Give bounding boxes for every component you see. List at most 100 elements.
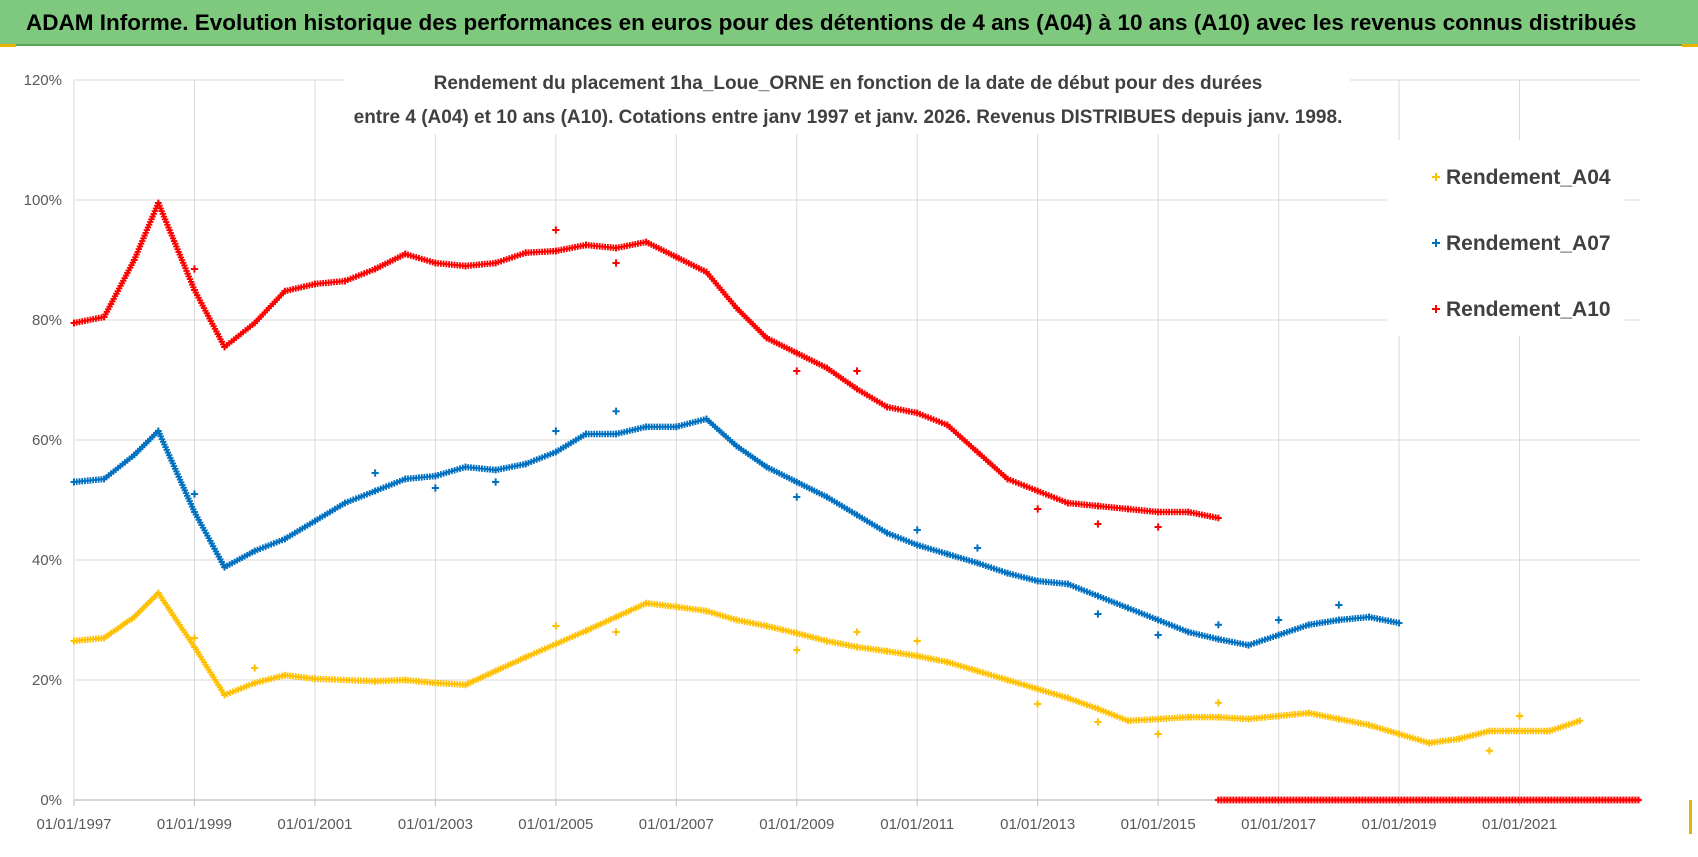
data-point-marker bbox=[823, 493, 831, 501]
data-point-marker bbox=[462, 262, 469, 270]
chart-title-line-1: Rendement du placement 1ha_Loue_ORNE en … bbox=[434, 73, 1263, 94]
data-point-marker bbox=[190, 490, 199, 498]
data-point-marker bbox=[1335, 601, 1343, 609]
data-point-marker bbox=[672, 603, 680, 611]
data-point-marker bbox=[1432, 173, 1440, 181]
data-point-marker bbox=[1432, 239, 1440, 247]
data-point-marker bbox=[462, 681, 469, 689]
data-point-marker bbox=[1124, 717, 1132, 725]
x-tick-label: 01/01/2021 bbox=[1482, 816, 1557, 833]
x-tick-label: 01/01/1999 bbox=[157, 816, 232, 833]
data-point-marker bbox=[853, 511, 861, 519]
data-point-marker bbox=[763, 334, 771, 342]
x-tick-label: 01/01/2009 bbox=[759, 816, 834, 833]
data-point-marker bbox=[612, 430, 620, 438]
data-point-marker bbox=[130, 613, 138, 621]
data-point-marker bbox=[251, 664, 259, 672]
data-point-marker bbox=[522, 460, 530, 468]
data-point-marker bbox=[371, 677, 379, 685]
data-point-marker bbox=[1094, 705, 1102, 713]
data-point-marker bbox=[371, 265, 379, 273]
report-title-banner: ADAM Informe. Evolution historique des p… bbox=[0, 0, 1698, 46]
data-point-marker bbox=[341, 499, 349, 507]
data-point-marker bbox=[190, 634, 199, 642]
data-point-marker bbox=[1154, 715, 1162, 723]
data-point-marker bbox=[703, 415, 710, 423]
data-point-marker bbox=[974, 448, 981, 456]
x-tick-label: 01/01/2011 bbox=[880, 816, 954, 833]
data-point-marker bbox=[612, 244, 620, 252]
data-point-marker bbox=[70, 319, 78, 327]
data-point-marker bbox=[70, 478, 78, 486]
data-point-marker bbox=[100, 313, 108, 321]
data-point-marker bbox=[311, 517, 319, 525]
data-point-marker bbox=[191, 286, 198, 294]
data-point-marker bbox=[642, 599, 650, 607]
legend-background bbox=[1387, 140, 1625, 336]
data-point-marker bbox=[612, 628, 620, 636]
data-point-marker bbox=[582, 241, 590, 249]
data-point-marker bbox=[883, 403, 891, 411]
series-Rendement_A04 bbox=[70, 589, 1584, 755]
data-point-marker bbox=[1485, 747, 1494, 755]
data-point-marker bbox=[100, 475, 108, 483]
data-point-marker bbox=[1184, 713, 1192, 721]
data-point-marker bbox=[1154, 730, 1162, 738]
data-point-marker bbox=[1275, 712, 1283, 720]
chart-title-line-2: entre 4 (A04) et 10 ans (A10). Cotations… bbox=[354, 107, 1343, 128]
data-point-marker bbox=[281, 287, 289, 295]
data-point-marker bbox=[612, 407, 620, 415]
data-point-marker bbox=[492, 478, 500, 486]
x-tick-label: 01/01/2019 bbox=[1362, 816, 1437, 833]
y-tick-label: 20% bbox=[32, 672, 62, 689]
x-tick-label: 01/01/2001 bbox=[277, 816, 352, 833]
data-point-marker bbox=[1486, 727, 1493, 735]
data-point-marker bbox=[1425, 739, 1433, 747]
data-point-marker bbox=[100, 634, 108, 642]
data-point-marker bbox=[1275, 616, 1283, 624]
data-point-marker bbox=[130, 256, 138, 264]
data-point-marker bbox=[1034, 487, 1042, 495]
data-point-marker bbox=[492, 667, 500, 675]
data-point-marker bbox=[642, 238, 650, 246]
data-point-marker bbox=[1395, 619, 1403, 627]
data-point-marker bbox=[853, 385, 861, 393]
data-point-marker bbox=[913, 526, 921, 534]
data-point-marker bbox=[371, 487, 379, 495]
data-point-marker bbox=[1124, 604, 1132, 612]
data-point-marker bbox=[1245, 715, 1252, 723]
data-point-marker bbox=[1124, 505, 1132, 513]
data-point-marker bbox=[1004, 475, 1011, 483]
data-point-marker bbox=[1634, 796, 1642, 804]
data-point-marker bbox=[492, 466, 500, 474]
axis-layer: 0% 20% 40% 60% 80% 100% 120% 01/01/1997 01/01/19… bbox=[24, 72, 1640, 833]
chart-title-background bbox=[345, 62, 1350, 134]
data-point-marker bbox=[522, 653, 530, 661]
legend-item-Rendement_A10: Rendement_A10 bbox=[1432, 298, 1611, 321]
data-point-marker bbox=[130, 451, 138, 459]
data-point-marker bbox=[1004, 569, 1011, 577]
data-point-marker bbox=[1214, 713, 1222, 721]
data-point-marker bbox=[793, 478, 801, 486]
data-point-marker bbox=[552, 226, 560, 234]
data-point-marker bbox=[973, 544, 982, 552]
data-point-marker bbox=[1034, 685, 1042, 693]
x-tick-label: 01/01/2005 bbox=[518, 816, 593, 833]
x-tick-label: 01/01/2003 bbox=[398, 816, 473, 833]
data-point-marker bbox=[913, 637, 921, 645]
series-layer bbox=[70, 199, 1642, 804]
data-point-marker bbox=[281, 671, 289, 679]
data-point-marker bbox=[763, 622, 771, 630]
data-point-marker bbox=[883, 647, 891, 655]
data-point-marker bbox=[672, 253, 680, 261]
data-point-marker bbox=[251, 319, 259, 327]
series-Rendement_A07 bbox=[70, 407, 1403, 649]
data-point-marker bbox=[251, 679, 259, 687]
x-tick-label: 01/01/2013 bbox=[1000, 816, 1075, 833]
data-point-marker bbox=[733, 616, 740, 624]
data-point-marker bbox=[1455, 735, 1463, 743]
corner-mark-bottom-right bbox=[1689, 800, 1692, 834]
data-point-marker bbox=[763, 463, 771, 471]
data-point-marker bbox=[492, 259, 500, 267]
data-point-marker bbox=[1094, 610, 1102, 618]
